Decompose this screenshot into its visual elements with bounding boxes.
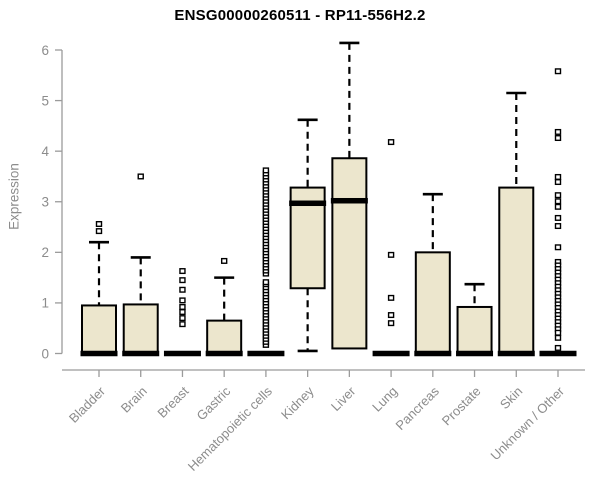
x-tick-label-breast: Breast [154, 383, 191, 420]
outlier-point [554, 135, 562, 142]
outlier-point [95, 228, 103, 235]
box-iqr [456, 305, 493, 355]
boxplot-unknown-other [539, 68, 577, 357]
outlier-point [387, 251, 395, 258]
outlier-point [95, 221, 103, 228]
x-tick-label-lung: Lung [369, 384, 400, 415]
x-tick-label-kidney: Kidney [278, 383, 317, 422]
x-tick-label-liver: Liver [328, 383, 359, 414]
x-tick-label-brain: Brain [118, 384, 150, 416]
x-tick-label-bladder: Bladder [66, 383, 109, 426]
y-tick-label: 2 [41, 245, 49, 260]
median-line [163, 350, 201, 357]
x-tick-label-pancreas: Pancreas [392, 383, 442, 433]
outlier-point [554, 203, 562, 210]
y-axis: 0 1 2 3 4 5 6 [41, 43, 63, 361]
median-line [456, 350, 494, 357]
outlier-point [554, 179, 562, 186]
outlier-point [554, 244, 562, 251]
outlier-point [554, 223, 562, 230]
median-line [247, 350, 285, 357]
boxplot-skin [497, 91, 535, 357]
boxplot-pancreas [414, 192, 452, 357]
outlier-point [179, 315, 186, 322]
outlier-point [220, 257, 228, 264]
outlier-point [554, 198, 562, 205]
outlier-point [179, 309, 186, 316]
outlier-point [387, 139, 395, 146]
median-line [497, 350, 535, 357]
y-tick-label: 6 [41, 43, 49, 58]
median-line [205, 350, 243, 357]
chart-title: ENSG00000260511 - RP11-556H2.2 [174, 7, 426, 24]
outlier-point [179, 286, 186, 293]
y-tick-label: 0 [41, 346, 49, 361]
outlier-point [554, 173, 562, 180]
y-tick-label: 4 [41, 144, 49, 159]
median-line [80, 350, 118, 357]
median-line [122, 350, 160, 357]
box-iqr [206, 319, 243, 355]
outlier-point [179, 268, 186, 275]
x-tick-label-prostate: Prostate [439, 384, 484, 429]
y-tick-label: 1 [41, 296, 49, 311]
boxplot-kidney [289, 118, 327, 353]
boxplot-prostate [456, 282, 494, 357]
boxplot-breast [163, 268, 201, 357]
median-line [539, 350, 577, 357]
y-tick-label: 3 [41, 195, 49, 210]
y-tick-label: 5 [41, 93, 49, 108]
boxplot-brain [122, 173, 160, 357]
outlier-point [554, 344, 562, 351]
boxplot-gastric [205, 257, 243, 357]
box-iqr [122, 303, 159, 355]
median-line [289, 200, 327, 207]
box-iqr [498, 186, 535, 355]
outlier-point [554, 68, 562, 75]
boxplot-liver [330, 41, 368, 350]
outlier-point [554, 128, 562, 135]
outlier-point [137, 173, 144, 180]
box-iqr [414, 251, 451, 355]
box-iqr [81, 304, 117, 355]
outlier-point [179, 303, 186, 310]
outlier-point [554, 192, 562, 199]
boxplot-bladder [80, 221, 118, 357]
outlier-point [179, 321, 186, 328]
outlier-point [387, 320, 395, 327]
box-iqr [331, 157, 368, 350]
median-line [372, 350, 410, 357]
outlier-point [179, 277, 186, 284]
outlier-point [387, 294, 395, 301]
median-line [330, 197, 368, 204]
boxplot-hematopoietic-cells [247, 167, 285, 357]
outlier-point [262, 167, 270, 174]
x-tick-label-skin: Skin [497, 384, 525, 412]
boxplot-lung [372, 139, 410, 357]
outlier-point [387, 312, 395, 319]
median-line [414, 350, 452, 357]
outlier-point [554, 334, 562, 341]
x-tick-label-gastric: Gastric [194, 383, 234, 423]
outlier-point [554, 329, 562, 336]
outlier-point [262, 279, 270, 286]
outlier-point [554, 214, 562, 221]
outlier-point [179, 297, 186, 304]
x-tick-label-unknown-other: Unknown / Other [488, 383, 568, 463]
